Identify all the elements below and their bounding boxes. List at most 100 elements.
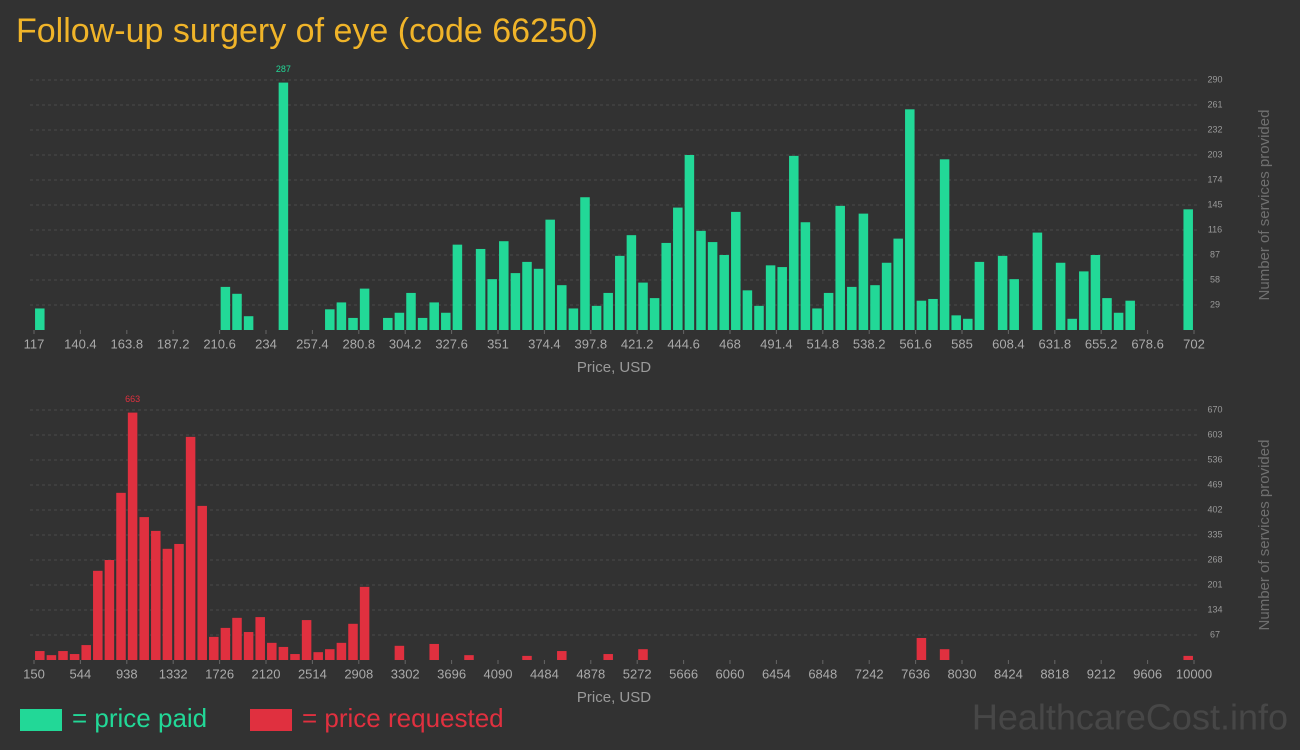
bar bbox=[870, 285, 880, 330]
bar bbox=[220, 286, 231, 330]
x-tick-label: 2514 bbox=[298, 666, 327, 681]
bar bbox=[139, 517, 149, 660]
x-tick-label: 585 bbox=[951, 336, 973, 351]
bar bbox=[359, 586, 370, 660]
x-tick-label: 150 bbox=[23, 666, 45, 681]
x-tick-label: 3696 bbox=[437, 666, 466, 681]
bar bbox=[348, 317, 358, 330]
bar bbox=[568, 308, 579, 330]
x-tick-label: 678.6 bbox=[1131, 336, 1164, 351]
bar bbox=[1102, 298, 1112, 330]
x-tick-label: 544 bbox=[70, 666, 92, 681]
x-tick-label: 1332 bbox=[159, 666, 188, 681]
bar bbox=[243, 316, 254, 330]
x-axis-label: Price, USD bbox=[577, 359, 651, 376]
bar bbox=[243, 632, 254, 660]
x-tick-label: 2120 bbox=[252, 666, 281, 681]
y-tick-label: 116 bbox=[1208, 224, 1222, 234]
x-tick-label: 9606 bbox=[1133, 666, 1162, 681]
bar bbox=[1113, 312, 1124, 330]
x-tick-label: 702 bbox=[1183, 336, 1205, 351]
data-label: 287 bbox=[276, 64, 291, 74]
bar bbox=[742, 290, 753, 330]
x-tick-label: 561.6 bbox=[899, 336, 932, 351]
bar bbox=[1183, 655, 1193, 660]
y-tick-label: 402 bbox=[1207, 504, 1222, 514]
bar bbox=[858, 213, 869, 330]
x-tick-label: 6060 bbox=[716, 666, 745, 681]
bar bbox=[151, 530, 161, 660]
bar bbox=[487, 279, 497, 330]
bar bbox=[325, 649, 335, 660]
x-tick-label: 9212 bbox=[1087, 666, 1116, 681]
bar bbox=[963, 318, 973, 330]
bar bbox=[789, 155, 799, 330]
x-tick-label: 4484 bbox=[530, 666, 559, 681]
bar bbox=[951, 315, 961, 330]
bar bbox=[313, 652, 323, 660]
bar bbox=[232, 293, 242, 330]
bar bbox=[348, 623, 358, 660]
x-tick-label: 468 bbox=[719, 336, 741, 351]
x-tick-label: 655.2 bbox=[1085, 336, 1118, 351]
y-tick-label: 134 bbox=[1207, 604, 1222, 614]
bar bbox=[522, 655, 532, 660]
bar bbox=[812, 308, 822, 330]
y-tick-label: 261 bbox=[1207, 99, 1222, 109]
bar bbox=[847, 286, 857, 330]
bar bbox=[69, 654, 80, 660]
legend-swatch bbox=[20, 709, 62, 731]
bar bbox=[615, 255, 625, 330]
x-tick-label: 538.2 bbox=[853, 336, 886, 351]
x-tick-label: 3302 bbox=[391, 666, 420, 681]
x-tick-label: 234 bbox=[255, 336, 277, 351]
bar bbox=[661, 242, 671, 330]
x-tick-label: 304.2 bbox=[389, 336, 422, 351]
bar bbox=[939, 159, 950, 330]
bar bbox=[638, 649, 648, 660]
bar bbox=[58, 651, 68, 660]
x-tick-label: 8030 bbox=[948, 666, 977, 681]
bar bbox=[673, 207, 683, 330]
bar bbox=[1067, 318, 1077, 330]
bar bbox=[127, 412, 138, 660]
bar bbox=[557, 285, 567, 330]
bar bbox=[557, 651, 567, 660]
bar bbox=[452, 244, 463, 330]
bar bbox=[383, 317, 393, 330]
x-tick-label: 5272 bbox=[623, 666, 652, 681]
bar bbox=[684, 155, 695, 330]
bar bbox=[939, 649, 950, 660]
bar bbox=[893, 238, 903, 330]
x-tick-label: 5666 bbox=[669, 666, 698, 681]
x-tick-label: 280.8 bbox=[343, 336, 376, 351]
bar bbox=[35, 308, 45, 330]
x-tick-label: 631.8 bbox=[1039, 336, 1072, 351]
x-axis-label: Price, USD bbox=[577, 689, 651, 706]
bar bbox=[510, 273, 521, 330]
bar bbox=[81, 645, 91, 660]
bar bbox=[545, 219, 555, 330]
y-tick-label: 87 bbox=[1210, 249, 1220, 259]
bar bbox=[823, 292, 834, 330]
y-tick-label: 335 bbox=[1207, 529, 1222, 539]
x-tick-label: 421.2 bbox=[621, 336, 654, 351]
bar bbox=[603, 654, 613, 660]
bar bbox=[649, 298, 660, 330]
bar bbox=[1009, 279, 1019, 330]
x-tick-label: 140.4 bbox=[64, 336, 97, 351]
x-tick-label: 938 bbox=[116, 666, 138, 681]
bar bbox=[116, 492, 126, 660]
bar bbox=[359, 288, 370, 330]
bar bbox=[765, 265, 776, 330]
y-tick-label: 145 bbox=[1207, 199, 1222, 209]
y-tick-label: 268 bbox=[1207, 554, 1222, 564]
bar bbox=[638, 282, 648, 330]
bar bbox=[162, 548, 173, 660]
bar bbox=[290, 654, 300, 660]
x-tick-label: 6848 bbox=[808, 666, 837, 681]
page-title: Follow-up surgery of eye (code 66250) bbox=[16, 12, 598, 50]
x-tick-label: 163.8 bbox=[111, 336, 144, 351]
bar bbox=[394, 645, 405, 660]
bar bbox=[325, 309, 335, 330]
